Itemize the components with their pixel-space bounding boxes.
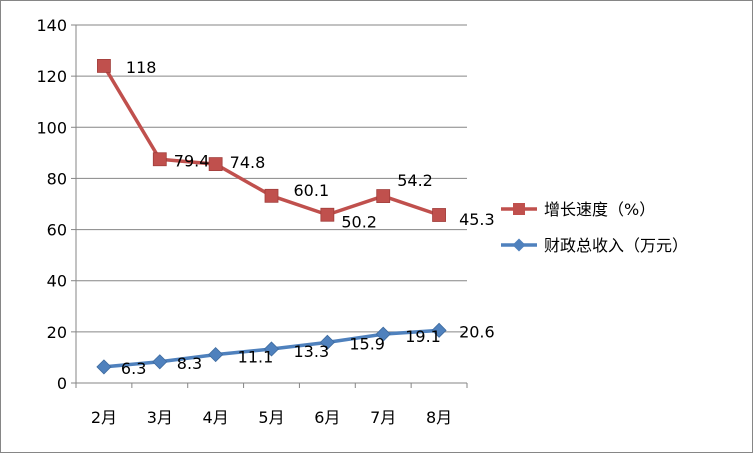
data-label: 74.8 [230,153,266,172]
data-point-marker [264,188,279,203]
x-tick-label: 6月 [314,408,340,427]
data-label: 118 [126,58,157,77]
data-label: 19.1 [405,327,441,346]
data-label: 15.9 [349,334,385,353]
data-point-marker [376,189,391,203]
y-tick-label: 120 [36,67,67,86]
x-tick-label: 4月 [203,408,229,427]
data-point-marker [152,152,167,167]
legend: 增长速度（%） 财政总收入（万元） [501,200,688,255]
data-point-marker [208,157,223,172]
data-label: 6.3 [121,359,146,378]
data-point-marker [320,207,335,222]
data-label: 60.1 [294,181,330,200]
data-point-marker [319,334,335,350]
data-point-marker [263,341,280,357]
data-point-marker [375,326,391,342]
y-tick-label: 100 [36,118,67,137]
y-tick-label: 40 [47,272,67,291]
data-label: 11.1 [238,348,274,367]
x-tick-label: 3月 [147,408,173,427]
data-point-marker [432,208,446,222]
data-labels: 118 79.4 74.8 60.1 50.2 54.2 45.3 6.3 8.3 11.1 13.… [121,58,495,378]
y-tick-label: 0 [57,374,67,393]
legend-entry-label: 增长速度（%） [544,200,655,219]
legend-swatch-marker [512,238,526,252]
y-tick-label: 80 [47,169,67,188]
data-label: 79.4 [174,151,210,170]
data-label: 13.3 [294,342,330,361]
data-label: 20.6 [459,322,495,341]
y-tick-label: 20 [47,323,67,342]
x-tick-label: 2月 [91,408,117,427]
legend-swatch-marker [513,203,525,215]
data-label: 50.2 [341,213,377,232]
data-label: 45.3 [459,210,495,229]
data-label: 54.2 [397,171,433,190]
series-lines [96,59,447,375]
data-point-marker [152,354,168,370]
legend-entry-label: 财政总收入（万元） [544,236,688,255]
x-tick-label: 8月 [426,408,452,427]
x-tick-label: 7月 [370,408,396,427]
axes: 0 20 40 60 80 100 120 140 2月 3月 4月 5月 6月 7月 8月 [36,16,468,427]
data-label: 8.3 [177,354,202,373]
y-tick-label: 60 [47,221,67,240]
x-tick-label: 5月 [258,408,284,427]
data-point-marker [208,347,224,363]
data-point-marker [96,359,112,375]
y-tick-label: 140 [36,16,67,35]
data-point-marker [431,322,447,338]
data-point-marker [97,59,111,73]
